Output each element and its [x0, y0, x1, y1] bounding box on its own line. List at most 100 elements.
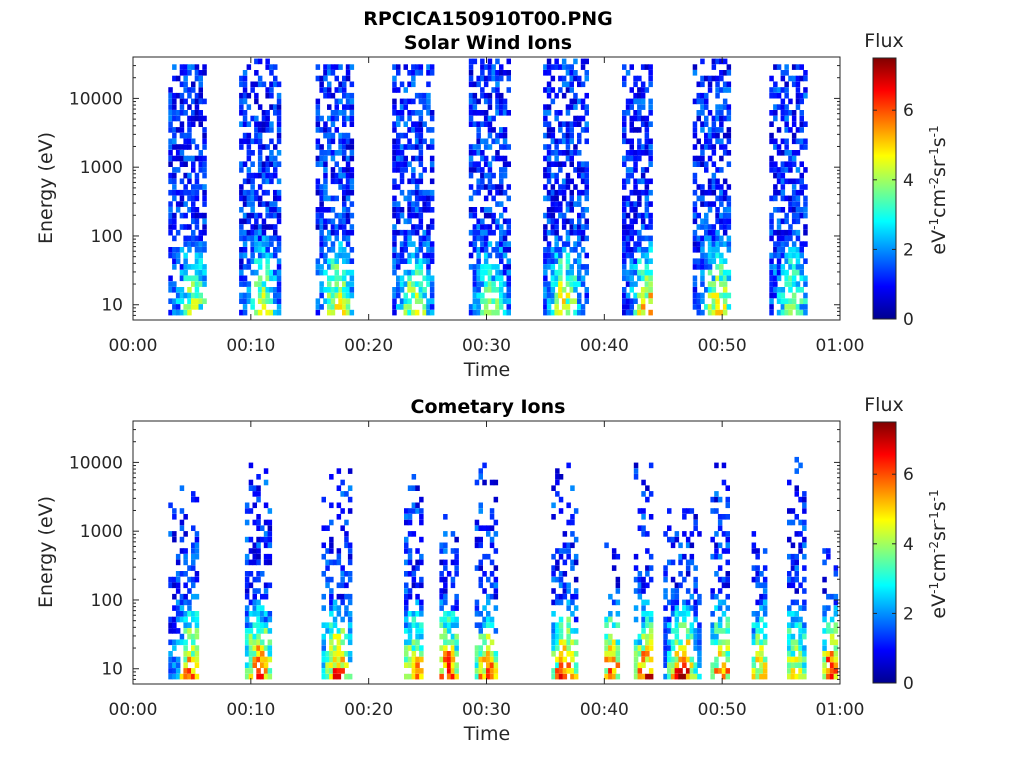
heatmap-cell	[693, 519, 698, 526]
heatmap-cell	[345, 218, 351, 225]
heatmap-cell	[546, 309, 552, 316]
heatmap-cell	[330, 258, 336, 264]
heatmap-cell	[267, 531, 273, 537]
heatmap-cell	[418, 138, 424, 145]
heatmap-cell	[414, 178, 420, 185]
heatmap-cell	[791, 189, 797, 196]
heatmap-cell	[780, 87, 786, 93]
heatmap-cell	[550, 229, 556, 236]
heatmap-cell	[250, 138, 255, 145]
heatmap-cell	[202, 138, 207, 145]
heatmap-cell	[336, 639, 342, 646]
heatmap-cell	[558, 121, 563, 127]
heatmap-cell	[670, 605, 676, 611]
heatmap-cell	[329, 651, 334, 657]
colorbar-tick-label: 2	[903, 240, 914, 260]
heatmap-cell	[726, 110, 732, 116]
heatmap-cell	[584, 224, 589, 230]
heatmap-cell	[751, 565, 757, 571]
heatmap-cell	[773, 87, 778, 93]
heatmap-cell	[726, 70, 732, 76]
heatmap-cell	[580, 127, 586, 133]
heatmap-cell	[580, 189, 586, 196]
heatmap-cell	[717, 519, 723, 526]
heatmap-cell	[242, 229, 248, 236]
heatmap-cell	[640, 172, 646, 179]
heatmap-cell	[407, 633, 413, 640]
heatmap-cell	[187, 599, 192, 606]
heatmap-cell	[502, 309, 508, 316]
heatmap-cell	[719, 189, 724, 196]
heatmap-cell	[329, 668, 334, 674]
heatmap-cell	[674, 639, 680, 646]
heatmap-cell	[822, 645, 827, 651]
heatmap-cell	[822, 668, 827, 674]
heatmap-cell	[645, 485, 650, 491]
heatmap-cell	[349, 110, 355, 116]
heatmap-cell	[239, 167, 244, 173]
heatmap-cell	[191, 525, 196, 531]
heatmap-cell	[392, 264, 397, 270]
heatmap-cell	[641, 588, 646, 594]
heatmap-cell	[392, 224, 397, 230]
heatmap-cell	[244, 628, 250, 634]
heatmap-cell	[183, 668, 188, 674]
heatmap-cell	[554, 150, 559, 156]
heatmap-cell	[419, 582, 424, 589]
heatmap-cell	[168, 218, 173, 225]
heatmap-cell	[487, 298, 493, 304]
heatmap-cell	[256, 519, 261, 526]
heatmap-cell	[615, 639, 621, 646]
heatmap-cell	[319, 224, 324, 230]
heatmap-cell	[329, 605, 334, 611]
heatmap-cell	[168, 212, 173, 219]
heatmap-cell	[633, 656, 639, 663]
heatmap-cell	[472, 150, 478, 156]
heatmap-cell	[784, 309, 789, 316]
heatmap-cell	[569, 247, 574, 253]
heatmap-cell	[802, 508, 807, 514]
heatmap-cell	[573, 281, 578, 287]
heatmap-cell	[833, 593, 839, 600]
heatmap-cell	[759, 673, 764, 680]
heatmap-cell	[419, 605, 424, 611]
heatmap-cell	[254, 195, 259, 202]
heatmap-cell	[276, 138, 282, 145]
heatmap-cell	[696, 81, 701, 88]
heatmap-cell	[776, 178, 782, 185]
heatmap-cell	[791, 64, 797, 70]
heatmap-cell	[780, 218, 786, 225]
heatmap-cell	[696, 184, 701, 190]
heatmap-cell	[762, 673, 768, 680]
heatmap-cell	[577, 81, 582, 88]
heatmap-cell	[487, 229, 493, 236]
heatmap-cell	[334, 224, 339, 230]
heatmap-cell	[558, 553, 564, 560]
heatmap-cell	[491, 264, 496, 270]
heatmap-cell	[242, 110, 248, 116]
heatmap-cell	[726, 104, 732, 110]
heatmap-cell	[561, 121, 567, 127]
heatmap-cell	[491, 287, 496, 293]
heatmap-cell	[191, 582, 196, 589]
heatmap-cell	[550, 298, 556, 304]
heatmap-cell	[693, 616, 698, 623]
heatmap-cell	[803, 275, 808, 282]
heatmap-cell	[506, 70, 511, 76]
heatmap-cell	[392, 298, 397, 304]
heatmap-cell	[415, 645, 420, 651]
heatmap-cell	[506, 218, 511, 225]
heatmap-cell	[265, 224, 270, 230]
heatmap-cell	[722, 292, 728, 299]
heatmap-cell	[483, 98, 489, 105]
heatmap-cell	[330, 264, 336, 270]
heatmap-cell	[183, 639, 188, 646]
colorbar-tick-label: 2	[903, 604, 914, 624]
heatmap-cell	[499, 224, 504, 230]
heatmap-cell	[323, 184, 328, 190]
heatmap-cell	[257, 127, 263, 133]
heatmap-cell	[633, 269, 638, 276]
heatmap-cell	[551, 645, 556, 651]
heatmap-cell	[696, 92, 701, 99]
heatmap-cell	[550, 161, 556, 167]
